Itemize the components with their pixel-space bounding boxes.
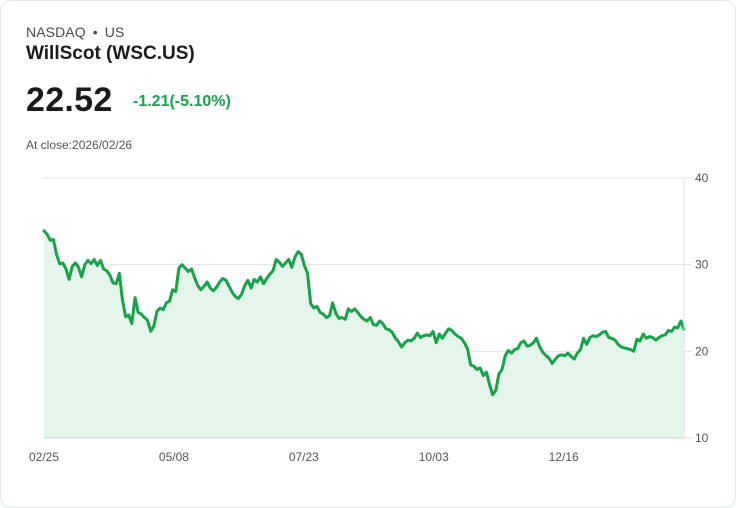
region-name: US	[104, 24, 125, 40]
price-chart[interactable]: 40 30 20 10 02/25 05/08 07/23 10/03 12/16	[1, 161, 736, 471]
y-tick-label: 20	[695, 344, 709, 358]
exchange-line: NASDAQ • US	[26, 24, 124, 40]
price-change: -1.21(-5.10%)	[133, 93, 231, 110]
exchange-name: NASDAQ	[26, 24, 86, 40]
x-tick-label: 10/03	[419, 450, 449, 464]
y-tick-label: 10	[695, 431, 709, 445]
close-timestamp: At close:2026/02/26	[26, 138, 133, 152]
stock-title: WillScot (WSC.US)	[26, 43, 195, 64]
price-area-fill	[44, 230, 684, 438]
x-tick-label: 05/08	[159, 450, 189, 464]
x-axis-ticks: 02/25 05/08 07/23 10/03 12/16	[29, 450, 579, 464]
y-tick-label: 40	[695, 171, 709, 185]
y-axis-ticks: 40 30 20 10	[695, 171, 709, 445]
x-tick-label: 07/23	[289, 450, 319, 464]
y-tick-label: 30	[695, 258, 709, 272]
current-price: 22.52	[26, 81, 113, 119]
x-tick-label: 02/25	[29, 450, 59, 464]
separator-dot: •	[92, 24, 98, 40]
x-tick-label: 12/16	[549, 450, 579, 464]
price-line	[42, 229, 686, 397]
